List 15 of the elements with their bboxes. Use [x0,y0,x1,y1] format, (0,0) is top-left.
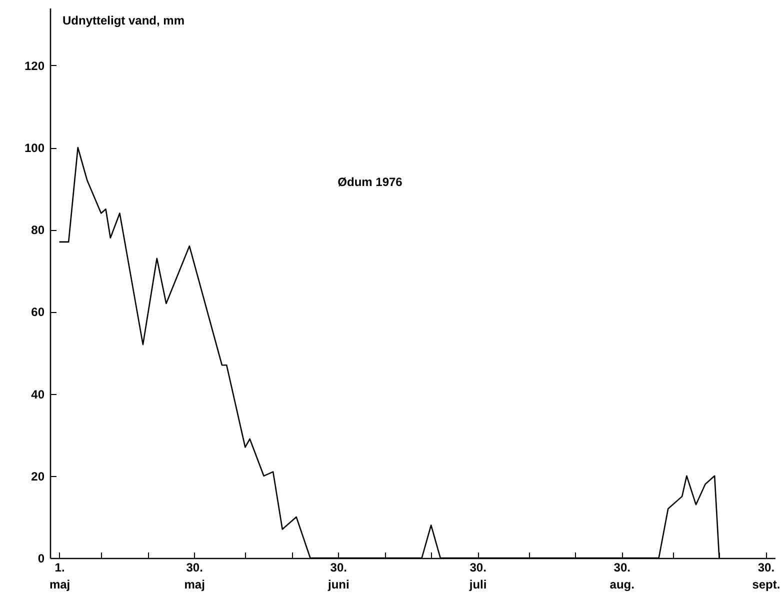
x-tick-label: 1. maj [49,560,70,592]
y-tick-label: 100 [24,141,45,156]
x-tick-label: 30. aug. [610,560,634,592]
y-tick-label: 60 [31,305,45,320]
x-tick-label: 30. juni [326,560,350,592]
annotation: Ødum 1976 [338,175,403,189]
y-tick-label: 20 [31,469,45,484]
x-tick-label: 30. juli [468,560,487,592]
x-tick-label: 30. maj [184,560,205,592]
y-tick-label: 40 [31,387,45,402]
y-tick-label: 0 [38,552,45,566]
x-tick-label: 30. sept. [752,560,780,592]
y-axis-title: Udnytteligt vand, mm [62,14,185,28]
y-tick-label: 120 [24,58,45,73]
y-tick-label: 80 [31,223,45,238]
